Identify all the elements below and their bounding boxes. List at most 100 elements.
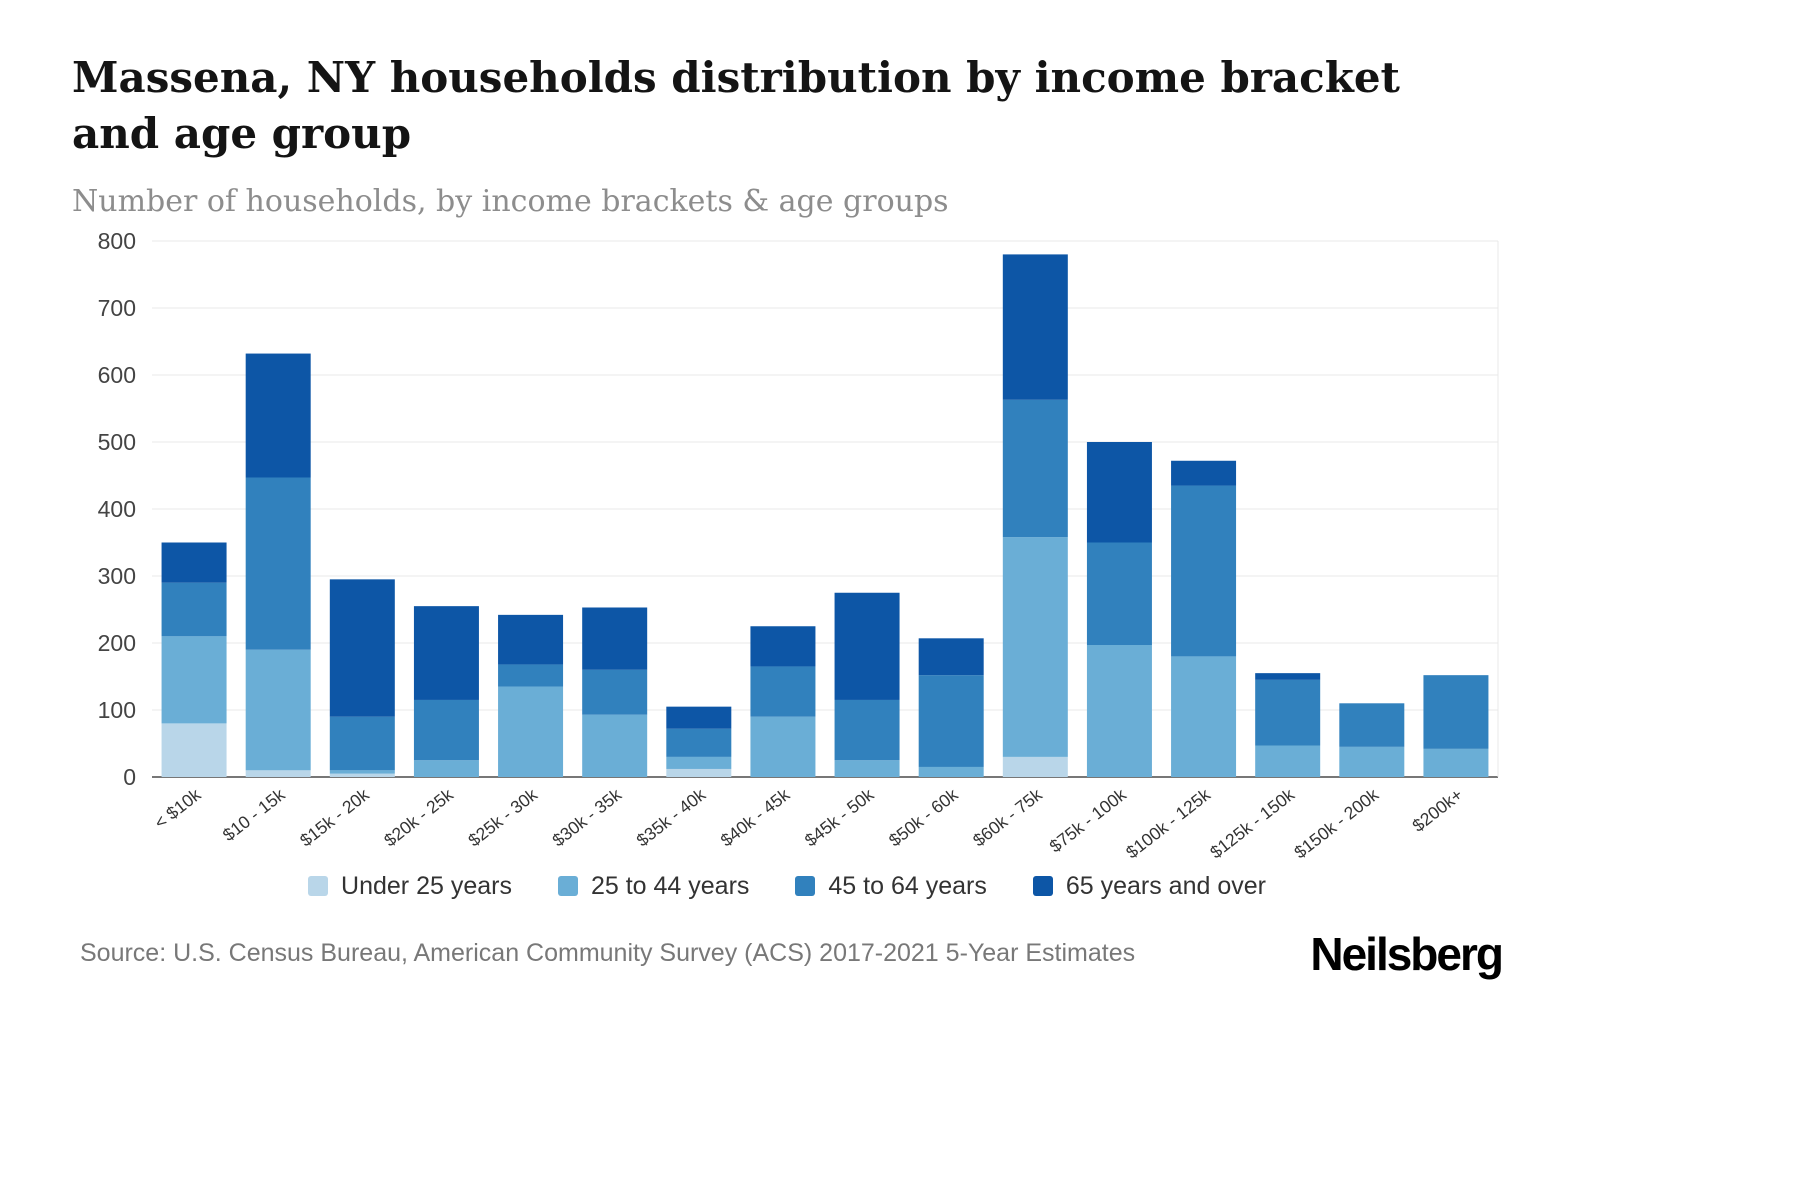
bar-segment[interactable] xyxy=(413,699,479,760)
bar-group xyxy=(413,605,479,777)
bar-segment[interactable] xyxy=(161,636,227,724)
bar-segment[interactable] xyxy=(666,756,732,769)
bar-segment[interactable] xyxy=(582,714,648,777)
bar-segment[interactable] xyxy=(329,770,395,774)
bar-group xyxy=(750,625,816,777)
bar-group xyxy=(918,638,984,777)
bar-segment[interactable] xyxy=(750,625,816,667)
x-category-label: $100k - 125k xyxy=(1122,784,1214,862)
x-category-label: $150k - 200k xyxy=(1290,784,1382,862)
bar-segment[interactable] xyxy=(1002,756,1068,777)
x-category-label: $200k+ xyxy=(1408,784,1466,835)
x-category-label: $30k - 35k xyxy=(548,784,625,850)
bar-segment[interactable] xyxy=(413,605,479,700)
bar-group xyxy=(1171,460,1237,777)
bar-segment[interactable] xyxy=(245,477,311,650)
x-category-label: $60k - 75k xyxy=(969,784,1046,850)
bar-group xyxy=(1255,672,1321,777)
bar-segment[interactable] xyxy=(1255,745,1321,777)
y-tick-label: 400 xyxy=(98,496,136,522)
bar-segment[interactable] xyxy=(498,664,564,687)
bar-segment[interactable] xyxy=(666,768,732,777)
bar-segment[interactable] xyxy=(329,716,395,771)
y-tick-label: 0 xyxy=(123,764,136,790)
bar-segment[interactable] xyxy=(498,614,564,665)
bar-segment[interactable] xyxy=(834,699,900,760)
bar-segment[interactable] xyxy=(1339,703,1405,747)
bar-group xyxy=(666,706,732,777)
source-attribution: Source: U.S. Census Bureau, American Com… xyxy=(80,939,1136,968)
bar-segment[interactable] xyxy=(918,674,984,767)
bar-segment[interactable] xyxy=(329,579,395,717)
x-category-label: $45k - 50k xyxy=(801,784,878,850)
bar-segment[interactable] xyxy=(1339,746,1405,777)
x-category-label: $25k - 30k xyxy=(464,784,541,850)
x-category-label: $10 - 15k xyxy=(219,784,289,845)
bar-segment[interactable] xyxy=(666,706,732,729)
bar-segment[interactable] xyxy=(1171,460,1237,486)
x-category-label: $15k - 20k xyxy=(296,784,373,850)
bar-group xyxy=(329,579,395,777)
bar-group xyxy=(1086,441,1152,777)
legend-swatch xyxy=(1032,876,1053,897)
bar-segment[interactable] xyxy=(1086,441,1152,543)
bar-segment[interactable] xyxy=(750,716,816,777)
bar-segment[interactable] xyxy=(1423,674,1489,749)
stacked-bar-chart: 0 100 200 300 400 500 600 700 800 < $10k $10 - 15k… xyxy=(98,228,1499,862)
bar-segment[interactable] xyxy=(582,669,648,715)
bar-segment[interactable] xyxy=(834,759,900,777)
bar-segment[interactable] xyxy=(161,582,227,637)
bar-segment[interactable] xyxy=(329,773,395,777)
legend-swatch xyxy=(795,876,816,897)
bar-segment[interactable] xyxy=(834,592,900,700)
y-tick-label: 800 xyxy=(98,231,136,254)
y-tick-label: 600 xyxy=(98,362,136,388)
bar-segment[interactable] xyxy=(1255,679,1321,746)
bar-group xyxy=(582,607,648,777)
bar-segment[interactable] xyxy=(245,649,311,771)
bar-segment[interactable] xyxy=(1423,748,1489,777)
legend-item[interactable]: 45 to 64 years xyxy=(795,872,987,901)
bar-group xyxy=(1423,674,1489,777)
legend-item[interactable]: Under 25 years xyxy=(308,872,512,901)
bar-segment[interactable] xyxy=(1002,399,1068,537)
bar-segment[interactable] xyxy=(1002,254,1068,400)
bar-segment[interactable] xyxy=(750,666,816,717)
bar-group xyxy=(245,353,311,777)
bar-group xyxy=(1339,703,1405,777)
y-tick-label: 700 xyxy=(98,295,136,321)
bar-segment[interactable] xyxy=(498,686,564,777)
bar-segment[interactable] xyxy=(413,759,479,777)
legend-swatch xyxy=(308,876,329,897)
bar-segment[interactable] xyxy=(245,353,311,478)
legend: Under 25 years 25 to 44 years 45 to 64 yea… xyxy=(72,872,1502,901)
bar-segment[interactable] xyxy=(161,723,227,777)
legend-item[interactable]: 65 years and over xyxy=(1032,872,1266,901)
bar-segment[interactable] xyxy=(918,766,984,777)
legend-item[interactable]: 25 to 44 years xyxy=(557,872,749,901)
y-tick-label: 100 xyxy=(98,697,136,723)
bar-segment[interactable] xyxy=(1086,542,1152,645)
x-category-label: $20k - 25k xyxy=(380,784,457,850)
chart-title: Massena, NY households distribution by i… xyxy=(72,53,1400,158)
bar-group xyxy=(1002,254,1068,777)
bar-segment[interactable] xyxy=(161,542,227,583)
bar-segment[interactable] xyxy=(918,638,984,675)
chart-area: 0 100 200 300 400 500 600 700 800 < $10k $10 - 15k… xyxy=(72,228,1728,868)
bar-segment[interactable] xyxy=(245,770,311,777)
bar-segment[interactable] xyxy=(1255,672,1321,680)
legend-swatch xyxy=(557,876,578,897)
neilsberg-logo: Neilsberg xyxy=(1310,927,1504,980)
x-category-label: $50k - 60k xyxy=(885,784,962,850)
bar-segment[interactable] xyxy=(1086,644,1152,777)
bar-segment[interactable] xyxy=(1002,536,1068,757)
footer: Source: U.S. Census Bureau, American Com… xyxy=(72,927,1504,981)
x-category-label: < $10k xyxy=(150,784,204,833)
bar-group xyxy=(498,614,564,777)
bar-segment[interactable] xyxy=(1171,656,1237,777)
bar-segment[interactable] xyxy=(1171,485,1237,657)
bar-group xyxy=(161,542,227,777)
bar-segment[interactable] xyxy=(582,607,648,670)
bar-segment[interactable] xyxy=(666,728,732,757)
